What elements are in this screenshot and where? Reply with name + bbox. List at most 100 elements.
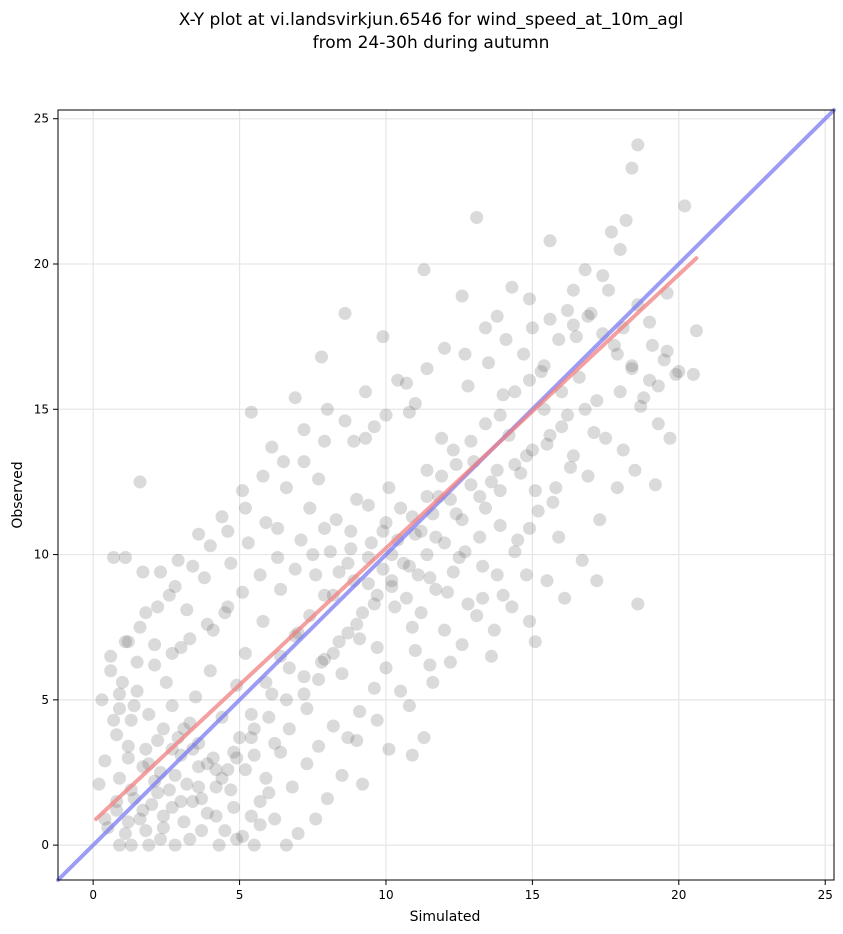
data-point	[382, 742, 396, 756]
data-point	[523, 373, 536, 387]
data-point	[212, 838, 226, 852]
data-point	[669, 367, 683, 381]
chart-title-line1: X-Y plot at vi.landsvirkjun.6546 for win…	[179, 10, 683, 30]
regression-line	[94, 256, 699, 821]
data-point	[490, 568, 504, 582]
data-point	[435, 469, 449, 483]
data-point	[215, 771, 229, 785]
data-point	[648, 478, 662, 492]
data-point	[303, 501, 317, 515]
data-point	[394, 684, 408, 698]
data-point	[253, 795, 267, 808]
data-point	[338, 414, 352, 428]
data-point	[385, 580, 399, 593]
data-point	[218, 824, 232, 838]
data-point	[309, 568, 323, 582]
data-point	[148, 658, 162, 672]
data-point	[244, 809, 258, 823]
data-point	[209, 809, 223, 823]
data-point	[657, 353, 671, 367]
data-point	[520, 568, 533, 582]
data-point	[130, 655, 144, 669]
data-point	[162, 588, 176, 602]
data-point	[455, 513, 469, 527]
data-point	[438, 536, 451, 550]
data-point	[464, 434, 478, 448]
plot-frame	[57, 109, 835, 881]
data-point	[391, 373, 405, 387]
data-point	[578, 402, 592, 416]
data-point	[678, 199, 692, 213]
data-point	[376, 330, 390, 344]
data-point	[168, 768, 182, 782]
data-point	[370, 588, 384, 602]
data-point	[426, 675, 440, 689]
data-point	[236, 484, 249, 498]
data-points	[92, 138, 703, 852]
data-point	[98, 754, 112, 768]
data-point	[285, 780, 299, 794]
x-tick-label: 25	[818, 888, 833, 902]
data-point	[473, 490, 487, 503]
data-point	[561, 304, 574, 317]
data-point	[566, 449, 580, 463]
x-tick-label: 15	[525, 888, 540, 902]
data-point	[121, 815, 135, 829]
data-point	[631, 138, 645, 152]
x-axis-ticks: 0 5 10 15 20 25	[89, 880, 833, 902]
data-point	[540, 574, 554, 588]
data-point	[417, 263, 431, 277]
data-point	[610, 481, 624, 495]
data-point	[186, 795, 200, 808]
data-point	[230, 832, 244, 846]
data-point	[543, 234, 557, 248]
data-point	[555, 420, 569, 434]
data-point	[578, 263, 592, 277]
data-point	[575, 553, 589, 567]
data-point	[517, 347, 531, 361]
x-tick-label: 0	[89, 888, 97, 902]
data-point	[508, 385, 522, 399]
data-point	[165, 800, 179, 814]
data-point	[523, 521, 536, 535]
data-point	[113, 771, 126, 785]
data-point	[364, 536, 378, 550]
y-tick-label: 0	[41, 838, 49, 852]
identity-line	[56, 108, 836, 882]
data-point	[484, 649, 498, 663]
data-point	[165, 646, 179, 660]
data-point	[493, 519, 507, 532]
data-point	[429, 530, 443, 544]
data-point	[318, 434, 331, 448]
data-point	[200, 617, 214, 631]
data-point	[423, 658, 437, 672]
data-point	[291, 827, 305, 840]
data-point	[458, 347, 472, 361]
data-point	[534, 365, 548, 378]
data-point	[142, 838, 156, 852]
data-point	[449, 458, 463, 471]
data-point	[156, 722, 170, 736]
data-point	[154, 832, 167, 846]
data-point	[177, 815, 191, 829]
data-point	[397, 556, 410, 570]
data-point	[379, 408, 393, 422]
data-point	[543, 428, 557, 442]
data-point	[376, 562, 390, 576]
y-tick-label: 15	[34, 402, 49, 416]
data-point	[569, 330, 583, 344]
data-point	[156, 809, 170, 823]
data-point	[218, 606, 232, 620]
data-point	[549, 481, 563, 495]
data-point	[490, 309, 504, 323]
data-point	[341, 626, 355, 640]
data-point	[183, 632, 197, 646]
data-point	[341, 556, 355, 570]
data-point	[180, 603, 194, 617]
data-point	[192, 780, 206, 794]
data-point	[221, 524, 235, 538]
data-point	[610, 347, 624, 361]
data-point	[309, 812, 323, 826]
data-point	[443, 655, 457, 669]
data-point	[136, 803, 150, 817]
